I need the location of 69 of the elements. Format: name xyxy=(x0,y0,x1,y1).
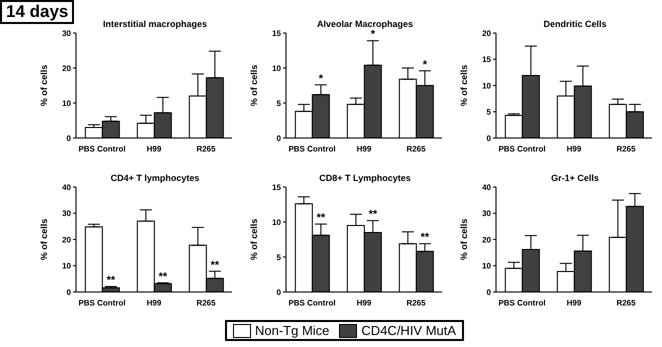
x-tick-label: H99 xyxy=(356,144,372,154)
x-tick-label: R265 xyxy=(196,144,216,154)
legend-label: Non-Tg Mice xyxy=(254,323,330,338)
y-tick-label: 10 xyxy=(62,262,72,271)
chart-title: Dendritic Cells xyxy=(542,19,608,29)
y-tick-label: 5 xyxy=(486,108,492,117)
annotation: ** xyxy=(420,232,430,244)
y-tick-label: 40 xyxy=(62,182,72,192)
y-tick-label: 0 xyxy=(486,288,492,297)
x-tick-label: PBS Control xyxy=(78,144,126,154)
x-tick-label: PBS Control xyxy=(498,298,546,308)
x-tick-label: H99 xyxy=(566,298,582,308)
annotation: ** xyxy=(158,270,168,283)
text: 14 days xyxy=(0,0,74,24)
annotation: * xyxy=(370,28,376,41)
y-tick-label: 30 xyxy=(482,209,492,218)
annotation: ** xyxy=(106,274,116,286)
y-tick-label: 0 xyxy=(276,134,282,143)
y-axis-title: % of cells xyxy=(249,218,260,260)
y-tick-label: 0 xyxy=(66,288,72,297)
y-axis-title: % of cells xyxy=(249,64,260,106)
y-tick-label: 0 xyxy=(486,134,492,143)
chart-title: CD8+ T Lymphocytes xyxy=(318,173,412,183)
x-tick-label: H99 xyxy=(566,144,582,154)
y-tick-label: 20 xyxy=(482,235,492,244)
y-tick-label: 0 xyxy=(276,288,282,297)
chart-title: Alveolar Macrophages xyxy=(316,19,414,29)
y-tick-label: 5 xyxy=(276,252,282,262)
annotation: ** xyxy=(368,208,378,221)
x-tick-label: R265 xyxy=(406,298,426,308)
y-axis-title: % of cells xyxy=(459,64,470,106)
y-tick-label: 10 xyxy=(482,81,492,90)
x-tick-label: PBS Control xyxy=(288,298,336,308)
annotation: ** xyxy=(210,259,220,272)
x-tick-label: R265 xyxy=(616,298,636,308)
y-tick-label: 0 xyxy=(66,134,72,143)
y-tick-label: 20 xyxy=(62,235,72,244)
x-tick-label: H99 xyxy=(146,298,162,308)
x-tick-label: H99 xyxy=(146,144,162,154)
y-tick-label: 40 xyxy=(482,182,492,192)
y-tick-label: 5 xyxy=(276,98,282,108)
x-tick-label: PBS Control xyxy=(78,298,126,308)
annotation: * xyxy=(318,72,324,85)
y-tick-label: 15 xyxy=(272,28,282,38)
chart-title: Interstitial macrophages xyxy=(102,19,208,29)
y-tick-label: 10 xyxy=(482,262,492,271)
y-tick-label: 10 xyxy=(272,218,282,227)
x-tick-label: R265 xyxy=(406,144,426,154)
y-tick-label: 30 xyxy=(62,28,72,38)
y-tick-label: 30 xyxy=(62,209,72,218)
y-axis-title: % of cells xyxy=(39,218,50,260)
y-tick-label: 15 xyxy=(482,55,492,64)
x-tick-label: R265 xyxy=(196,298,216,308)
annotation: ** xyxy=(316,212,326,224)
chart-title: Gr-1+ Cells xyxy=(550,173,600,183)
y-tick-label: 10 xyxy=(62,98,72,108)
x-tick-label: H99 xyxy=(356,298,372,308)
x-tick-label: PBS Control xyxy=(288,144,336,154)
y-tick-label: 20 xyxy=(62,64,72,73)
x-tick-label: R265 xyxy=(616,144,636,154)
y-tick-label: 20 xyxy=(482,28,492,38)
y-axis-title: % of cells xyxy=(39,64,50,106)
annotation: * xyxy=(422,58,428,71)
legend-label: CD4C/HIV MutA xyxy=(360,323,456,338)
x-tick-label: PBS Control xyxy=(498,144,546,154)
y-axis-title: % of cells xyxy=(459,218,470,260)
y-tick-label: 15 xyxy=(272,182,282,192)
y-tick-label: 10 xyxy=(272,64,282,73)
chart-title: CD4+ T lymphocytes xyxy=(110,173,200,183)
